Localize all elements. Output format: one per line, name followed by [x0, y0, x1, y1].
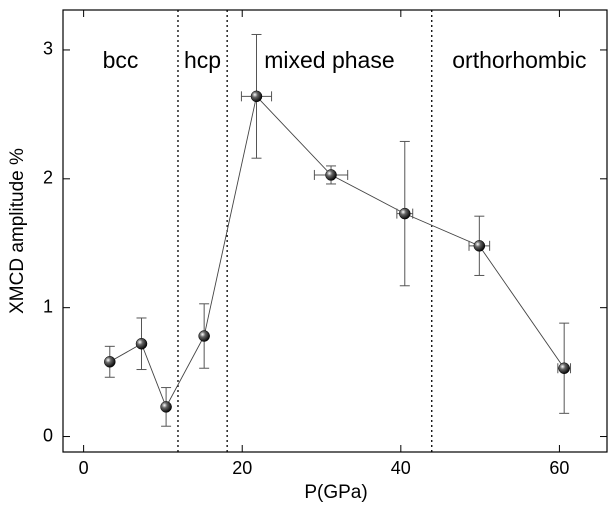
region-label: orthorhombic — [452, 47, 586, 73]
data-point — [558, 362, 570, 374]
x-axis-title: P(GPa) — [304, 482, 367, 503]
y-tick-label: 1 — [43, 296, 53, 316]
data-point — [399, 207, 411, 220]
y-tick-label: 2 — [43, 168, 53, 188]
data-point — [104, 356, 116, 368]
data-point — [160, 401, 172, 413]
region-label: hcp — [184, 47, 221, 73]
data-point — [135, 338, 148, 350]
region-label: bcc — [103, 47, 139, 73]
x-tick-label: 20 — [232, 458, 252, 478]
region-label: mixed phase — [264, 47, 394, 73]
plot-frame — [62, 9, 608, 453]
x-tick-label: 0 — [79, 458, 89, 478]
x-tick-label: 40 — [391, 458, 411, 478]
y-tick-label: 0 — [43, 425, 53, 445]
data-point — [250, 90, 263, 103]
y-axis-title: XMCD amplitude % — [7, 148, 28, 314]
data-point — [198, 330, 210, 342]
data-point — [325, 169, 337, 181]
x-tick-label: 60 — [549, 458, 569, 478]
data-point — [473, 240, 486, 252]
y-tick-label: 3 — [43, 39, 53, 59]
